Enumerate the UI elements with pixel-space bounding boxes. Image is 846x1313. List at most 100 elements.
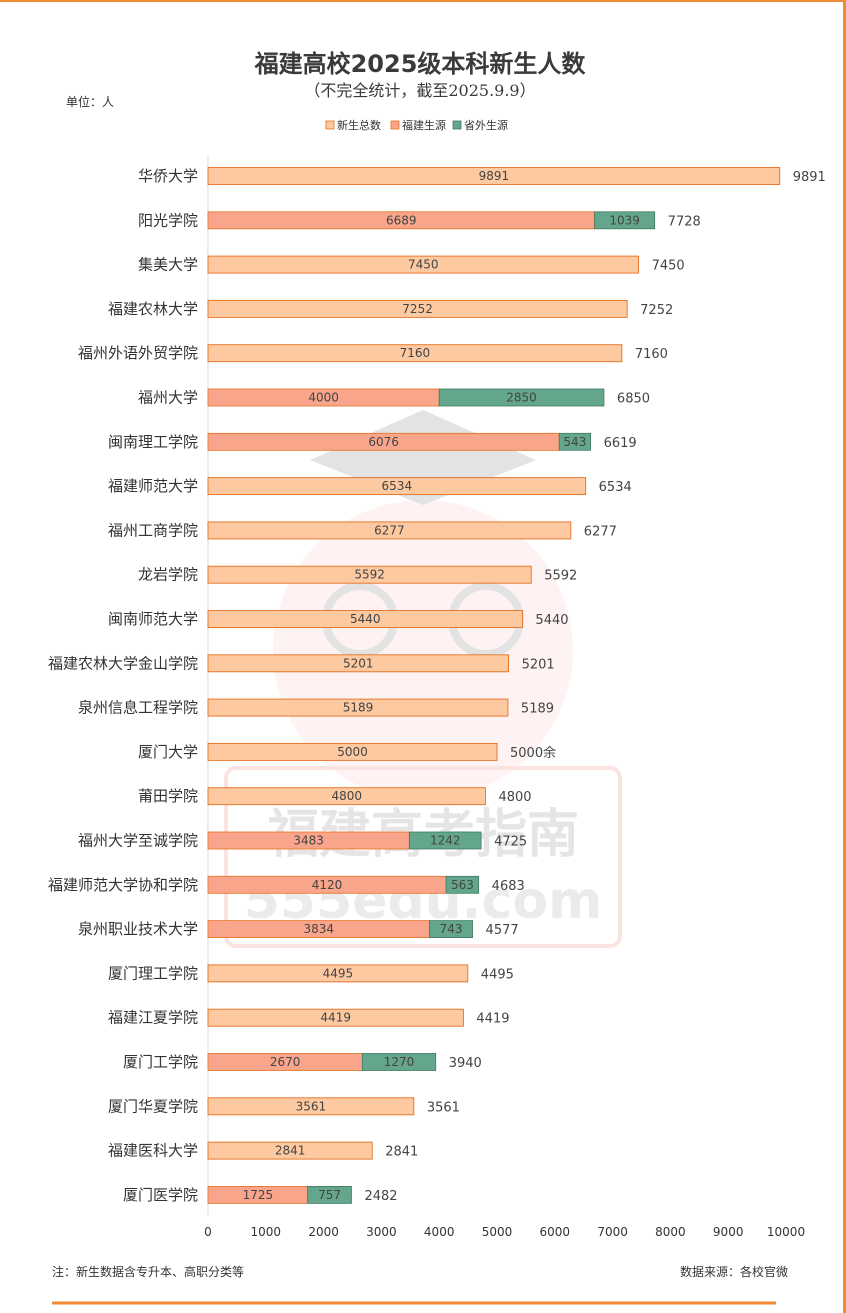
bar-total xyxy=(207,787,486,806)
total-label: 3561 xyxy=(427,1100,460,1115)
bar-total xyxy=(207,1141,373,1160)
data-label-fujian: 6689 xyxy=(386,213,417,227)
category-label: 厦门大学 xyxy=(138,743,198,761)
watermark-frame xyxy=(224,766,622,948)
bar-row: 集美大学 7450 7450 xyxy=(138,256,685,274)
data-label-total-inner: 6534 xyxy=(382,479,413,493)
data-label-outside: 563 xyxy=(451,878,474,892)
data-label-outside: 757 xyxy=(318,1188,341,1202)
category-label: 厦门理工学院 xyxy=(108,964,198,982)
x-tick-label: 10000 xyxy=(767,1225,805,1239)
bar-outside xyxy=(361,1053,437,1071)
category-label: 厦门华夏学院 xyxy=(108,1097,198,1115)
category-label: 闽南理工学院 xyxy=(108,433,198,451)
total-label: 5000余 xyxy=(510,745,556,761)
data-label-fujian: 6076 xyxy=(368,435,399,449)
bar-outside xyxy=(438,388,605,407)
total-label: 4495 xyxy=(481,967,514,982)
x-ticks-group: 0 1000 2000 3000 4000 5000 6000 7000 8000 9000 100… xyxy=(204,1225,805,1239)
category-label: 福州大学至诚学院 xyxy=(78,832,198,850)
category-label: 福州大学 xyxy=(138,389,198,407)
data-label-outside: 1242 xyxy=(430,834,461,848)
bar-total xyxy=(207,742,498,761)
data-label-outside: 543 xyxy=(563,435,586,449)
legend-swatch-total xyxy=(325,120,335,130)
data-label-total-inner: 5000 xyxy=(337,745,368,759)
total-label: 5201 xyxy=(522,657,555,672)
data-label-fujian: 1725 xyxy=(243,1188,274,1202)
category-label: 福建农林大学 xyxy=(108,300,198,318)
data-label-total-inner: 7252 xyxy=(402,302,433,316)
bar-row: 厦门大学 5000 5000余 xyxy=(138,743,556,761)
data-label-total-inner: 5592 xyxy=(354,568,385,582)
data-label-total-inner: 4495 xyxy=(323,966,354,980)
total-label: 9891 xyxy=(793,170,826,185)
total-label: 4577 xyxy=(486,923,519,938)
data-label-outside: 743 xyxy=(440,922,463,936)
bar-total xyxy=(207,964,469,983)
total-label: 5592 xyxy=(544,569,577,584)
total-label: 7252 xyxy=(640,303,673,318)
bar-row: 福建医科大学 2841 2841 xyxy=(108,1142,418,1160)
x-tick-label: 6000 xyxy=(540,1225,571,1239)
chart-subtitle: （不完全统计，截至2025.9.9） xyxy=(304,81,535,100)
bar-row: 龙岩学院 5592 5592 xyxy=(138,566,577,584)
bar-outside xyxy=(429,920,473,938)
legend-swatch-outside xyxy=(452,120,462,130)
category-label: 泉州职业技术大学 xyxy=(78,920,198,938)
footnote: 注：新生数据含专升本、高职分类等 xyxy=(52,1264,244,1279)
category-label: 闽南师范大学 xyxy=(108,610,198,628)
data-label-fujian: 3834 xyxy=(304,922,335,936)
bars-group: 华侨大学 9891 9891 阳光学院 6689 1039 7728 集美大学 7450 7450… xyxy=(48,167,826,1204)
bar-row: 闽南理工学院 6076 543 6619 xyxy=(108,433,637,451)
data-label-total-inner: 4800 xyxy=(331,789,362,803)
x-tick-label: 7000 xyxy=(597,1225,628,1239)
data-source: 数据来源：各校官微 xyxy=(680,1264,788,1279)
bar-total xyxy=(207,167,781,185)
bar-outside xyxy=(307,1186,352,1204)
total-label: 6619 xyxy=(604,436,637,451)
x-tick-label: 3000 xyxy=(366,1225,397,1239)
category-label: 莆田学院 xyxy=(138,787,198,805)
category-label: 福建农林大学金山学院 xyxy=(48,654,198,672)
data-label-fujian: 2670 xyxy=(270,1055,301,1069)
bar-row: 厦门工学院 2670 1270 3940 xyxy=(123,1053,482,1071)
bar-row: 福州大学至诚学院 3483 1242 4725 xyxy=(78,832,527,850)
legend-label-outside: 省外生源 xyxy=(464,118,508,132)
x-tick-label: 0 xyxy=(204,1225,212,1239)
data-label-total-inner: 9891 xyxy=(479,169,510,183)
data-label-total-inner: 7160 xyxy=(400,346,431,360)
bar-total xyxy=(207,477,587,496)
bar-row: 华侨大学 9891 9891 xyxy=(138,167,826,185)
data-label-total-inner: 6277 xyxy=(374,523,405,537)
category-label: 厦门工学院 xyxy=(123,1053,198,1071)
chart-title: 福建高校2025级本科新生人数 xyxy=(254,50,587,78)
total-label: 7160 xyxy=(635,347,668,362)
legend-label-total: 新生总数 xyxy=(337,118,381,132)
bar-outside xyxy=(445,875,480,894)
x-tick-label: 8000 xyxy=(655,1225,686,1239)
bar-row: 莆田学院 4800 4800 xyxy=(138,787,532,805)
total-label: 5189 xyxy=(521,702,554,717)
bar-row: 福州大学 4000 2850 6850 xyxy=(138,389,650,407)
data-label-total-inner: 7450 xyxy=(408,258,439,272)
category-label: 龙岩学院 xyxy=(138,566,198,584)
bar-total xyxy=(207,521,572,540)
total-label: 7728 xyxy=(668,214,701,229)
bar-total xyxy=(207,654,510,673)
total-label: 4683 xyxy=(492,879,525,894)
data-label-outside: 1039 xyxy=(609,213,640,227)
total-label: 4419 xyxy=(476,1012,509,1027)
category-label: 福州外语外贸学院 xyxy=(78,344,198,362)
total-label: 2841 xyxy=(385,1145,418,1160)
category-label: 福建师范大学协和学院 xyxy=(48,876,198,894)
bar-row: 福建江夏学院 4419 4419 xyxy=(108,1009,510,1027)
bar-row: 福建农林大学金山学院 5201 5201 xyxy=(48,654,555,672)
bar-total xyxy=(207,565,532,584)
bar-row: 福建农林大学 7252 7252 xyxy=(108,300,673,318)
x-tick-label: 5000 xyxy=(482,1225,513,1239)
category-label: 阳光学院 xyxy=(138,211,198,229)
category-label: 华侨大学 xyxy=(138,167,198,185)
